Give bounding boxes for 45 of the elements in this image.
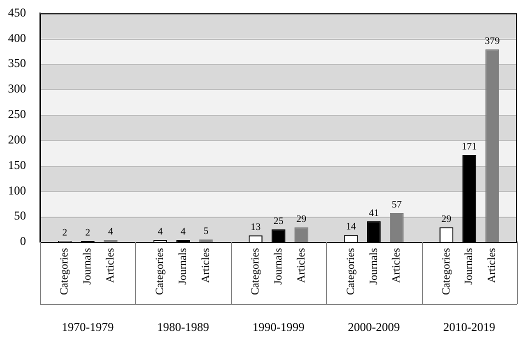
text: Articles — [200, 248, 212, 283]
x-tick-label: 1980-1989 — [157, 320, 210, 334]
text: Journals — [272, 248, 284, 285]
data-label: 29 — [441, 214, 452, 225]
y-tick-label: 450 — [8, 5, 26, 20]
y-tick-label: 400 — [8, 30, 26, 45]
text: Articles — [390, 248, 403, 283]
text: Categories — [440, 248, 452, 296]
y-tick-label: 100 — [8, 183, 26, 198]
data-label: 171 — [462, 142, 477, 153]
text: Journals — [176, 248, 189, 285]
data-label: 14 — [346, 222, 356, 233]
text: Articles — [486, 248, 498, 283]
data-label: 4 — [158, 226, 163, 238]
data-label: 4 — [108, 226, 114, 238]
text: Articles — [104, 248, 116, 283]
text: Categories — [58, 248, 71, 296]
text: Categories — [344, 248, 357, 296]
y-tick-label: 200 — [8, 132, 26, 146]
x-tick-label: 1990-1999 — [252, 320, 304, 334]
text: Journals — [82, 248, 94, 285]
x-tick-label: 2010-2019 — [443, 320, 496, 334]
data-label: 57 — [392, 200, 402, 211]
data-label: 13 — [250, 222, 261, 234]
text: Categories — [154, 248, 166, 296]
data-label: 41 — [368, 208, 379, 219]
x-tick-label: 2000-2009 — [348, 320, 400, 334]
y-tick-label: 0 — [20, 234, 26, 248]
data-label: 2 — [85, 228, 90, 239]
text: Categories — [249, 248, 262, 296]
y-tick-label: 250 — [8, 107, 26, 122]
data-label: 29 — [296, 214, 306, 225]
data-label: 4 — [180, 226, 186, 238]
data-label: 5 — [203, 226, 208, 238]
x-tick-label: 1970-1979 — [62, 320, 114, 334]
y-tick-label: 300 — [8, 82, 26, 96]
data-label: 25 — [274, 216, 284, 227]
y-tick-label: 350 — [8, 56, 26, 70]
text: Articles — [295, 248, 308, 283]
y-tick-label: 50 — [14, 208, 26, 223]
y-tick-label: 150 — [8, 158, 26, 172]
data-label: 379 — [484, 36, 500, 47]
text: Journals — [368, 248, 380, 285]
data-label: 2 — [62, 228, 68, 239]
text: Journals — [463, 248, 476, 285]
